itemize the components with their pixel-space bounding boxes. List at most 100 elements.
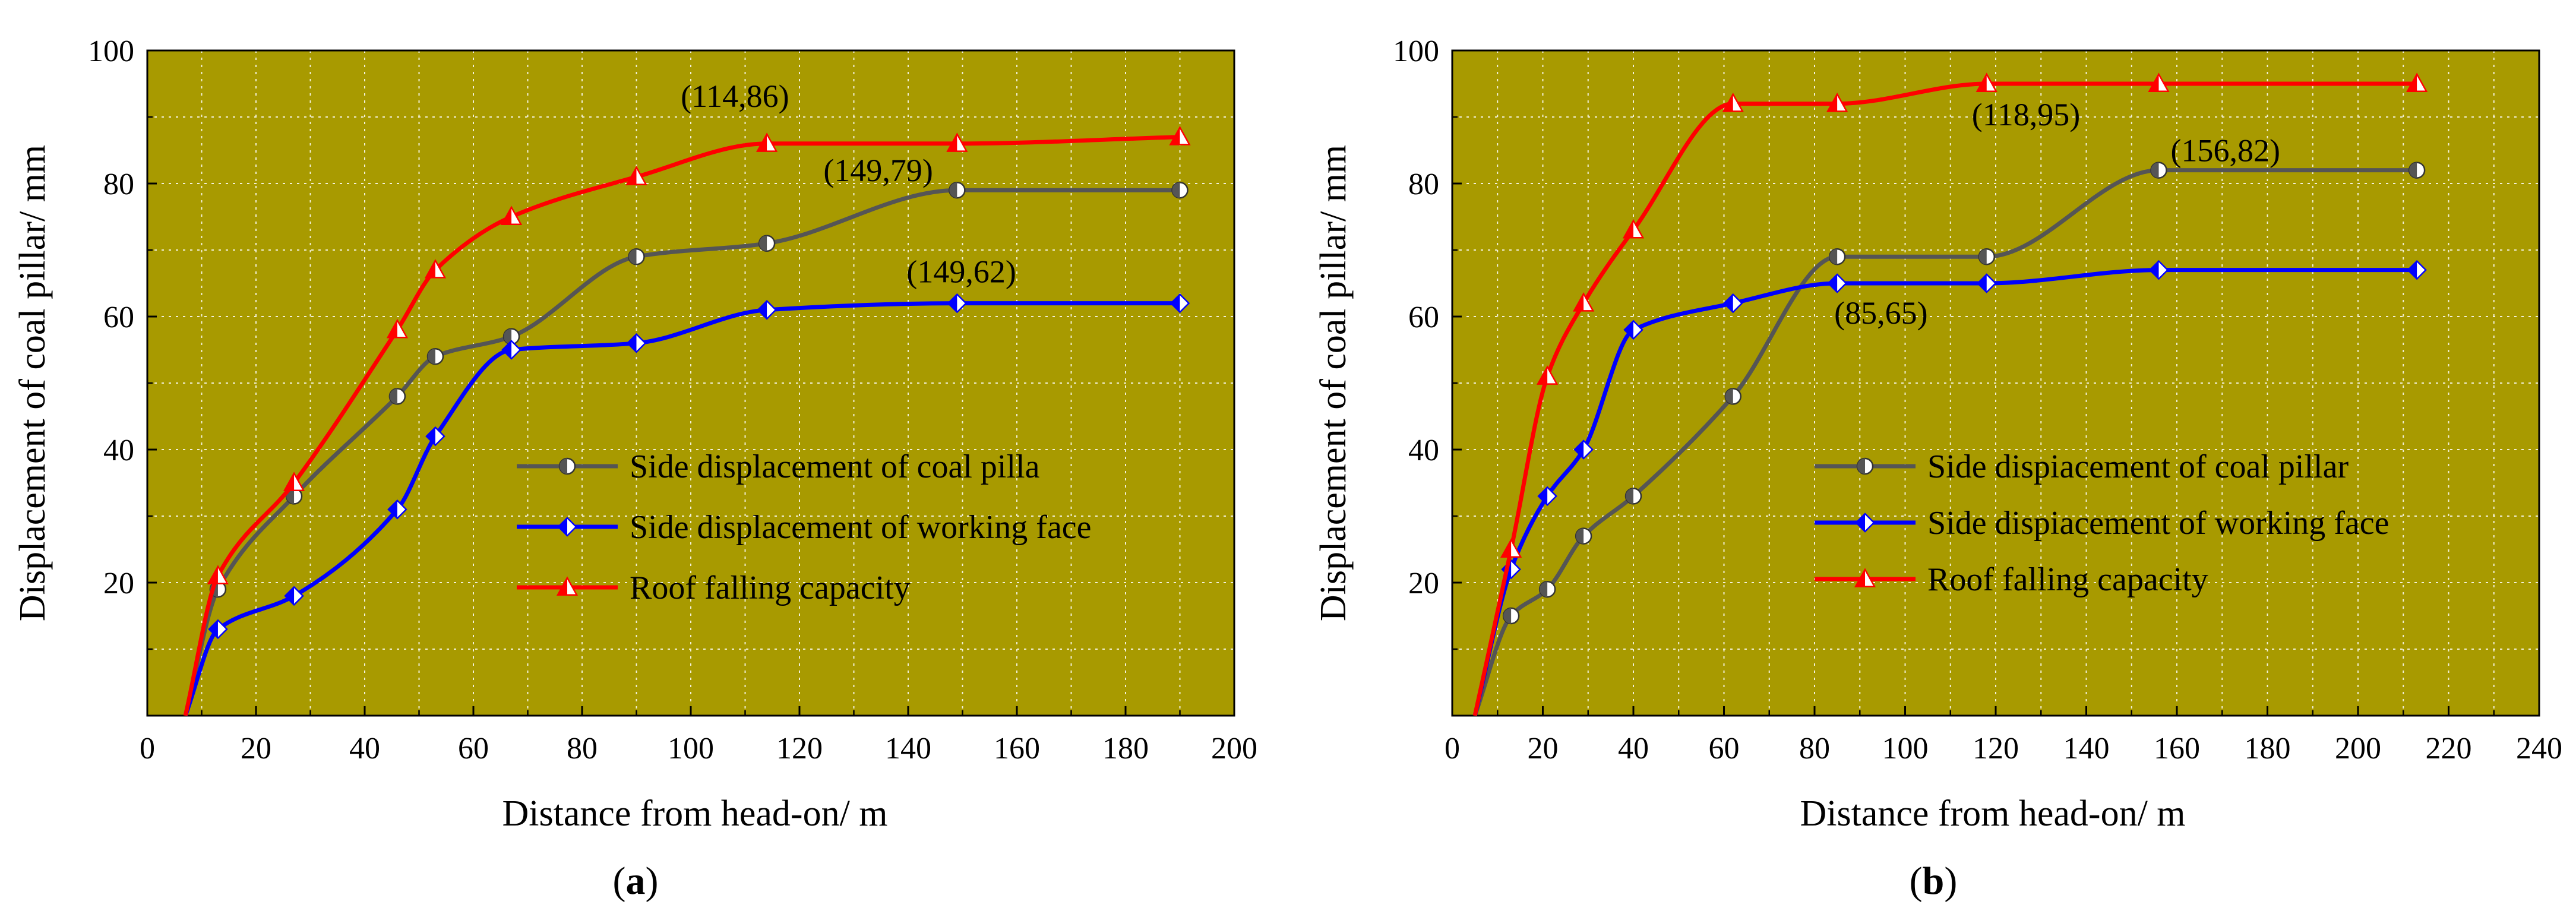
x-tick-label: 120	[1973, 732, 2019, 766]
marker-fill	[1574, 293, 1584, 311]
data-point	[1722, 93, 1744, 112]
data-label: (114,86)	[681, 78, 789, 114]
data-point	[425, 426, 445, 447]
x-tick-label: 200	[1211, 732, 1257, 766]
marker-fill	[1725, 388, 1733, 404]
data-point	[388, 388, 406, 405]
data-point	[1169, 126, 1191, 146]
x-axis: 0 20 40 60 80 100 120 140 160 180 200 220 240	[1445, 706, 2562, 766]
data-point	[757, 300, 777, 320]
data-point	[2406, 72, 2428, 93]
chart-panel-b: 0 20 40 60 80 100 120 140 160 180 200 220 240 20 40 60 8…	[1313, 34, 2562, 903]
y-tick-label: 40	[1408, 434, 1439, 467]
grid	[1452, 50, 2539, 716]
data-point	[1722, 293, 1743, 314]
marker-fill	[1503, 608, 1512, 624]
legend-swatch-marker	[1855, 513, 1875, 533]
legend: Side displacement of coal pilla Side disp…	[517, 448, 1092, 606]
data-point	[424, 259, 447, 279]
y-tick-label: 80	[103, 167, 134, 201]
x-tick-label: 220	[2426, 732, 2472, 766]
data-point	[1624, 488, 1642, 505]
data-point	[625, 166, 647, 185]
marker-fill	[1171, 294, 1180, 312]
x-tick-label: 60	[458, 732, 489, 766]
marker-fill	[2407, 74, 2417, 91]
marker-fill	[949, 182, 957, 198]
data-point	[283, 472, 305, 492]
y-axis-title: Displacement of coal pillar/ mm	[1313, 145, 1354, 621]
legend-swatch-marker	[1854, 568, 1876, 588]
x-tick-label: 160	[994, 732, 1040, 766]
data-point	[628, 248, 645, 265]
marker-fill	[1724, 294, 1733, 312]
series-circle	[1472, 162, 2426, 717]
legend-swatch-marker	[556, 576, 579, 596]
y-tick-label: 100	[1393, 34, 1439, 68]
series-circle	[183, 181, 1189, 716]
marker-fill	[1978, 249, 1987, 265]
data-label: (149,62)	[906, 254, 1016, 290]
x-tick-label: 40	[1618, 732, 1649, 766]
x-tick-label: 120	[776, 732, 823, 766]
x-tick-label: 100	[1882, 732, 1929, 766]
y-axis-title: Displacement of coal pillar/ mm	[12, 145, 53, 621]
marker-fill	[1624, 321, 1633, 339]
x-tick-label: 0	[140, 732, 155, 766]
marker-fill	[1828, 274, 1838, 292]
x-tick-label: 80	[567, 732, 598, 766]
data-point	[1538, 580, 1556, 598]
data-point	[387, 499, 407, 520]
data-point	[1623, 320, 1643, 340]
marker-fill	[427, 349, 435, 365]
legend-item: Roof falling capacity	[517, 570, 911, 606]
marker-fill	[389, 388, 397, 404]
marker-fill	[285, 587, 295, 605]
x-tick-label: 40	[349, 732, 380, 766]
data-point	[949, 181, 966, 199]
panel-label: (b)	[1910, 859, 1958, 903]
marker-fill	[1538, 366, 1548, 384]
marker-fill	[1624, 220, 1633, 238]
legend-label: Roof falling capacity	[630, 570, 911, 606]
data-point	[1573, 292, 1595, 312]
legend-item: Side displacement of coal pilla	[517, 448, 1040, 485]
data-point	[947, 293, 968, 314]
data-point	[501, 340, 521, 360]
x-tick-label: 180	[1102, 732, 1149, 766]
series-diamond	[1472, 260, 2427, 716]
data-point	[1826, 93, 1848, 112]
data-point	[386, 318, 409, 339]
legend-swatch-marker	[558, 457, 576, 475]
data-point	[1502, 607, 1520, 625]
marker-fill	[1170, 127, 1180, 145]
data-point	[626, 333, 647, 353]
marker-fill	[502, 207, 512, 224]
data-point	[2150, 162, 2167, 179]
marker-fill	[1575, 441, 1584, 458]
legend-label: Side displacement of working face	[630, 509, 1092, 546]
x-tick-label: 80	[1799, 732, 1830, 766]
data-point	[1573, 439, 1594, 460]
marker-fill	[388, 500, 397, 518]
y-axis: 20 40 60 80 100	[1393, 34, 1462, 650]
marker-fill	[208, 620, 218, 638]
x-tick-label: 20	[1528, 732, 1559, 766]
marker-fill	[504, 328, 512, 344]
marker-fill	[1977, 74, 1987, 91]
marker-fill	[1856, 570, 1865, 587]
legend-label: Side dispiacement of coal pillar	[1927, 448, 2349, 485]
marker-fill	[2409, 162, 2417, 178]
x-axis-title: Distance from head-on/ m	[502, 793, 887, 834]
marker-fill	[1538, 487, 1548, 505]
y-tick-label: 100	[88, 34, 134, 68]
series-triangle	[1472, 72, 2428, 716]
data-point	[1976, 72, 1997, 93]
data-point	[2148, 72, 2170, 93]
legend-item: Side displacement of working face	[517, 509, 1092, 546]
y-axis: 20 40 60 80 100	[88, 34, 157, 650]
marker-fill	[1172, 182, 1180, 198]
data-point	[758, 235, 776, 252]
y-tick-label: 60	[1408, 301, 1439, 334]
marker-fill	[502, 341, 512, 359]
